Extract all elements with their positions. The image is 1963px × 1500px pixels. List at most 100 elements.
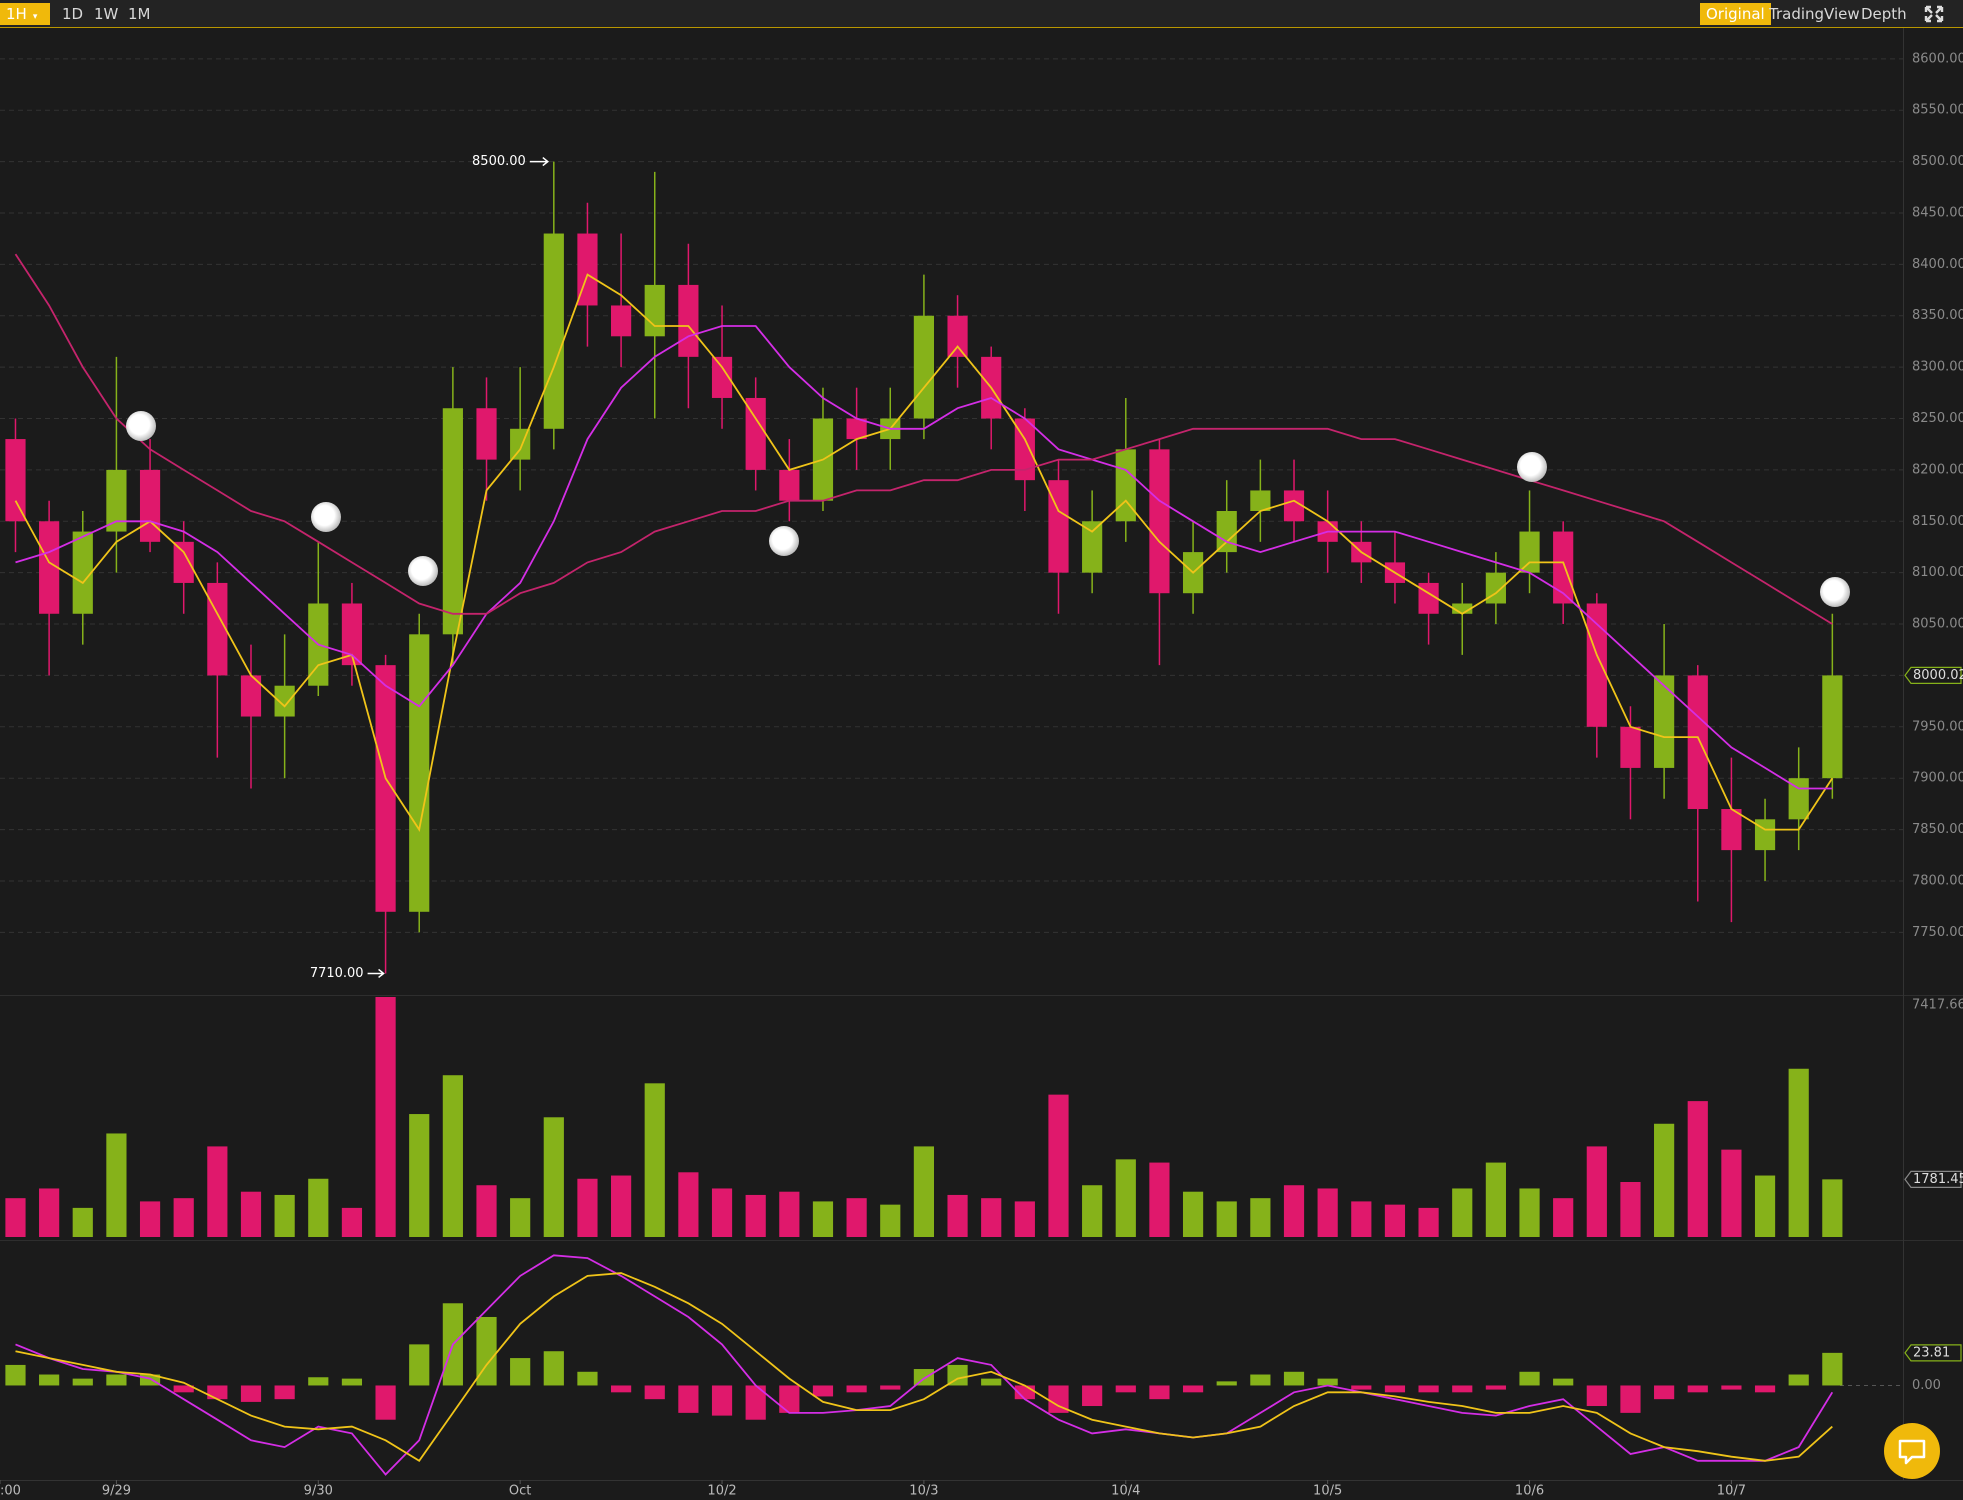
view-button[interactable]: Depth (1861, 5, 1907, 23)
macd-tick-label: 0.00 (1912, 1378, 1941, 1393)
macd-histogram-bar (1115, 1385, 1136, 1393)
macd-histogram-bar (375, 1385, 396, 1420)
candle-body (476, 408, 497, 460)
volume-bar (812, 1201, 834, 1237)
volume-bar (745, 1194, 766, 1237)
low-price-label: 7710.00 (310, 966, 364, 981)
interval-button[interactable]: 1M (128, 5, 151, 23)
y-tick-label: 8050.00 (1912, 617, 1963, 632)
volume-bar (1754, 1175, 1776, 1237)
arrow (367, 968, 385, 979)
x-tick-label: 10/4 (1111, 1484, 1140, 1499)
volume-last-label-box (1904, 1170, 1962, 1188)
macd-line (15, 1272, 1833, 1463)
chart: 7750.00 7800.00 7850.00 7900.00 7950.00 8000.… (0, 28, 1963, 1499)
macd-histogram-bar (1553, 1378, 1574, 1386)
toolbar: 1H ▾ 1D 1W 1M Original TradingView Depth (0, 0, 1963, 28)
macd-histogram-bar (1283, 1371, 1305, 1386)
macd-histogram-bar (1654, 1385, 1675, 1400)
macd-histogram-bar (644, 1385, 665, 1400)
volume-bar (341, 1207, 363, 1237)
macd-histogram-bar (5, 1364, 26, 1386)
volume-bar (1485, 1162, 1506, 1237)
x-tick-label: 10/5 (1313, 1484, 1342, 1499)
candle-body (240, 675, 262, 717)
candle-body (1485, 572, 1506, 604)
volume-bar (1317, 1188, 1338, 1237)
macd-histogram-bar (745, 1385, 766, 1420)
volume-bar (106, 1133, 127, 1237)
candle-body (1754, 819, 1776, 851)
candle-body (1452, 603, 1473, 614)
macd-histogram-bar (880, 1385, 901, 1390)
candle-body (375, 665, 396, 912)
candle-body (1014, 418, 1035, 481)
volume-bar (375, 997, 396, 1237)
macd-histogram-bar (1418, 1385, 1439, 1393)
volume-bar (139, 1201, 161, 1237)
volume-bar (846, 1198, 867, 1237)
volume-bar (476, 1185, 497, 1237)
volume-bar (1351, 1201, 1372, 1237)
marker-dot (126, 411, 156, 441)
macd-histogram-bar (1317, 1378, 1338, 1386)
candle-body (409, 634, 430, 912)
y-tick-label: 8200.00 (1912, 462, 1963, 477)
macd-histogram-bar (1250, 1374, 1271, 1386)
interval-button[interactable]: 1D (62, 5, 84, 23)
view-button[interactable]: TradingView (1769, 5, 1860, 23)
x-tick-label: Oct (509, 1484, 531, 1499)
interval-button[interactable]: 1W (94, 5, 119, 23)
volume-bar (173, 1198, 194, 1237)
macd-histogram-bar (207, 1385, 228, 1400)
macd-histogram-bar (981, 1378, 1002, 1386)
volume-bar (1721, 1149, 1742, 1237)
volume-bar (1687, 1101, 1708, 1237)
y-tick-label: 8300.00 (1912, 360, 1963, 375)
macd-histogram-bar (1754, 1385, 1776, 1393)
candle-body (644, 284, 665, 337)
volume-bar (577, 1178, 598, 1237)
volume-bar (1418, 1207, 1439, 1237)
candle-body (5, 439, 26, 522)
y-tick-label: 8500.00 (1912, 154, 1963, 169)
volume-tick-label: 7417.66 (1912, 998, 1963, 1013)
macd-histogram-bar (510, 1358, 531, 1386)
interval-label: 1H (6, 5, 27, 23)
volume-bar (678, 1172, 699, 1237)
chat-button[interactable] (1884, 1423, 1940, 1479)
macd-histogram-bar (1149, 1385, 1170, 1400)
interval-button[interactable]: 1H ▾ (0, 3, 50, 25)
y-tick-label: 8600.00 (1912, 51, 1963, 66)
volume-bar (240, 1191, 262, 1237)
macd-histogram-bar (1216, 1381, 1237, 1386)
macd-histogram-bar (1485, 1385, 1506, 1390)
x-tick-label: 10/7 (1717, 1484, 1746, 1499)
candle-body (1149, 449, 1170, 594)
macd-histogram-bar (611, 1385, 632, 1393)
volume-bar (409, 1114, 430, 1237)
candle-body (274, 685, 295, 717)
candle-body (1586, 603, 1607, 727)
macd-histogram-bar (476, 1316, 497, 1386)
volume-bar (1822, 1179, 1843, 1237)
macd-histogram-bar (274, 1385, 295, 1400)
volume-bar (711, 1188, 733, 1237)
candle-body (779, 469, 800, 501)
x-tick-label: 10/2 (707, 1484, 736, 1499)
fullscreen-icon[interactable] (1924, 5, 1944, 23)
candle-body (139, 469, 161, 542)
candle-body (913, 315, 935, 419)
view-button[interactable]: Original (1700, 3, 1771, 25)
macd-histogram-bar (1788, 1374, 1809, 1386)
candle-body (846, 418, 867, 440)
macd-histogram-bar (1452, 1385, 1473, 1393)
x-tick-label: :00 (0, 1484, 21, 1499)
y-tick-label: 7800.00 (1912, 873, 1963, 888)
macd-histogram-bar (341, 1378, 363, 1386)
volume-bar (947, 1194, 968, 1237)
x-tick-label: 10/3 (909, 1484, 938, 1499)
candle-body (1519, 531, 1540, 573)
y-tick-label: 8550.00 (1912, 103, 1963, 118)
y-tick-label: 8100.00 (1912, 565, 1963, 580)
